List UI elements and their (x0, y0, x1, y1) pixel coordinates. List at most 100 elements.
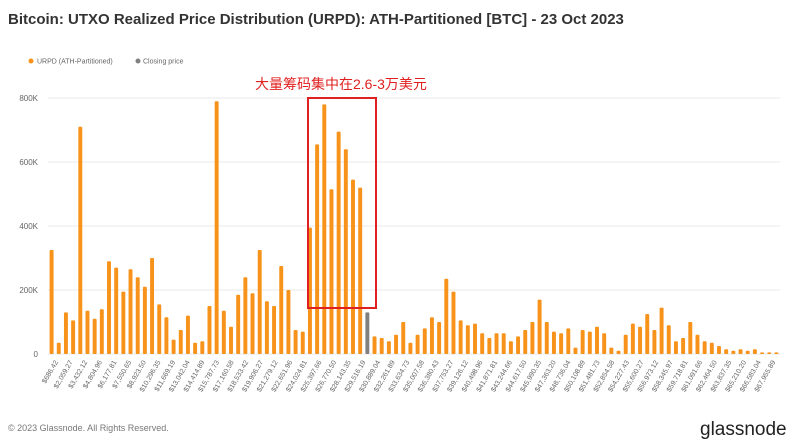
bar[interactable] (451, 291, 456, 354)
bar[interactable] (659, 307, 664, 354)
bar[interactable] (717, 346, 721, 354)
bar[interactable] (623, 334, 628, 354)
bar[interactable] (465, 325, 470, 354)
bar[interactable] (415, 334, 420, 354)
bar[interactable] (487, 338, 492, 354)
bar[interactable] (573, 347, 578, 354)
bar[interactable] (315, 144, 320, 354)
bar[interactable] (738, 349, 743, 354)
bar[interactable] (351, 179, 355, 354)
bar[interactable] (56, 342, 61, 354)
bar[interactable] (121, 291, 126, 354)
legend[interactable]: URPD (ATH-Partitioned) Closing price (28, 58, 184, 66)
bar[interactable] (530, 322, 535, 354)
bar[interactable] (379, 338, 384, 354)
bar[interactable] (559, 333, 564, 354)
bar[interactable] (516, 336, 521, 354)
bar[interactable] (752, 349, 757, 354)
bar[interactable] (394, 334, 399, 354)
bar[interactable] (681, 338, 686, 354)
bar[interactable] (322, 104, 327, 355)
bar[interactable] (731, 350, 736, 354)
bar[interactable] (264, 301, 269, 354)
bar[interactable] (193, 342, 198, 354)
bar[interactable] (171, 339, 176, 354)
bar[interactable] (760, 352, 765, 354)
bar[interactable] (673, 341, 678, 354)
bar[interactable] (774, 352, 779, 354)
bar[interactable] (243, 277, 248, 354)
bar[interactable] (437, 322, 442, 354)
bar[interactable] (501, 333, 506, 354)
bar[interactable] (92, 318, 97, 354)
bar[interactable] (85, 310, 90, 354)
bar[interactable] (63, 312, 68, 354)
bar[interactable] (300, 331, 305, 354)
bar[interactable] (99, 309, 104, 354)
bar[interactable] (645, 314, 650, 354)
bar[interactable] (480, 333, 485, 354)
bar[interactable] (429, 317, 434, 354)
bar[interactable] (329, 189, 334, 354)
bar[interactable] (724, 349, 729, 354)
bar[interactable] (336, 131, 341, 354)
bar[interactable] (207, 306, 212, 354)
bar[interactable] (250, 293, 255, 354)
bar[interactable] (587, 331, 592, 354)
bar[interactable] (473, 323, 477, 354)
bar[interactable] (551, 331, 556, 354)
bar[interactable] (745, 350, 750, 354)
bar[interactable] (257, 250, 262, 354)
bar[interactable] (114, 267, 119, 354)
bar[interactable] (142, 286, 147, 354)
bar[interactable] (408, 342, 413, 354)
bar[interactable] (609, 347, 614, 354)
bar[interactable] (494, 333, 499, 354)
bar[interactable] (200, 341, 205, 354)
bar[interactable] (616, 350, 621, 354)
bar[interactable] (358, 187, 363, 354)
bar[interactable] (150, 258, 155, 354)
legend-label-closing[interactable]: Closing price (143, 59, 184, 66)
bar[interactable] (580, 330, 585, 354)
bar[interactable] (185, 315, 190, 354)
bar[interactable] (221, 310, 226, 354)
closing-price-bar[interactable] (365, 312, 370, 354)
bar[interactable] (286, 290, 291, 354)
bar[interactable] (128, 269, 133, 354)
bar[interactable] (372, 336, 377, 354)
bar[interactable] (178, 330, 183, 354)
bar[interactable] (71, 320, 76, 354)
bar[interactable] (164, 317, 169, 354)
bar[interactable] (638, 326, 643, 354)
bar[interactable] (544, 322, 549, 354)
bar[interactable] (78, 126, 83, 354)
bar[interactable] (566, 328, 571, 354)
legend-label-urpd[interactable]: URPD (ATH-Partitioned) (37, 59, 113, 66)
bar[interactable] (458, 320, 463, 354)
bar[interactable] (602, 333, 607, 354)
bar[interactable] (107, 261, 111, 354)
bar[interactable] (695, 334, 700, 354)
bar[interactable] (702, 341, 707, 354)
bar[interactable] (386, 341, 391, 354)
bar[interactable] (135, 277, 140, 354)
bar[interactable] (157, 304, 162, 354)
bar[interactable] (293, 330, 298, 354)
bar[interactable] (537, 299, 542, 354)
bar[interactable] (214, 101, 219, 354)
bar[interactable] (444, 278, 449, 354)
bar[interactable] (229, 326, 233, 354)
bar[interactable] (688, 322, 693, 354)
bar[interactable] (595, 326, 599, 354)
bar[interactable] (709, 342, 714, 354)
bar[interactable] (236, 294, 241, 354)
bar[interactable] (401, 322, 406, 354)
bar[interactable] (523, 330, 528, 354)
bar[interactable] (630, 323, 635, 354)
bar[interactable] (343, 149, 348, 354)
bar[interactable] (652, 330, 657, 354)
bar[interactable] (508, 341, 513, 354)
bar[interactable] (422, 328, 427, 354)
bar[interactable] (666, 325, 671, 354)
